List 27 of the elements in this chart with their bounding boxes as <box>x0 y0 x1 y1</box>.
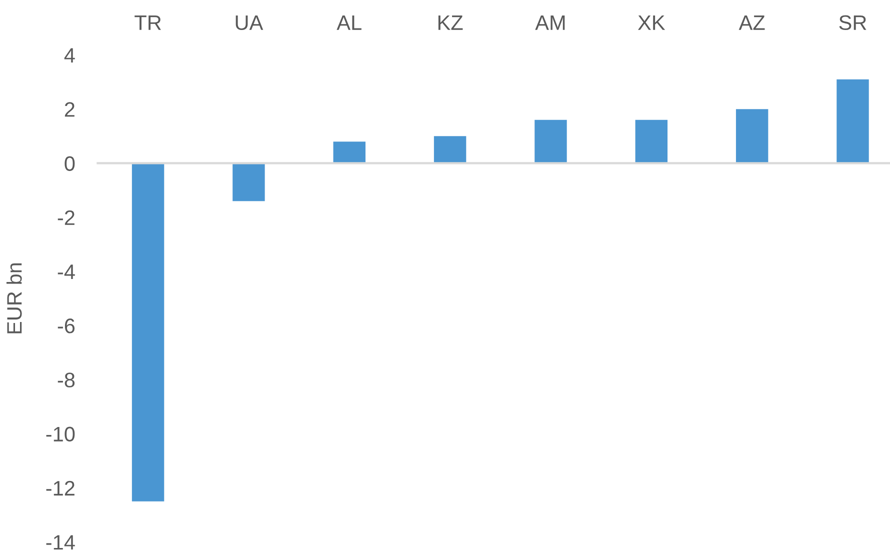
bar <box>333 142 366 164</box>
y-tick-label: -4 <box>58 264 75 279</box>
y-tick-label: -2 <box>58 210 74 225</box>
y-axis-title: EUR bn <box>6 263 22 334</box>
y-tick-label: 0 <box>64 156 75 171</box>
bar <box>736 109 768 164</box>
y-tick-label: -12 <box>46 480 74 496</box>
bar <box>132 163 164 502</box>
bar <box>232 163 265 202</box>
x-tick-label: UA <box>236 16 264 30</box>
y-tick-label: 2 <box>64 102 74 117</box>
y-tick-label: -10 <box>46 426 75 442</box>
x-tick-label: AZ <box>738 16 765 30</box>
y-tick-label: -8 <box>58 372 75 388</box>
x-tick-label: KZ <box>438 16 463 30</box>
y-tick-label: -6 <box>58 318 75 334</box>
x-tick-label: AM <box>535 16 565 30</box>
x-tick-label: XK <box>638 16 666 30</box>
y-tick-label: -14 <box>46 535 75 550</box>
bar <box>534 120 567 164</box>
y-tick-label: 4 <box>64 48 75 63</box>
x-tick-label: AL <box>336 16 362 30</box>
x-tick-label: SR <box>839 15 866 30</box>
bar <box>434 136 466 164</box>
bar <box>635 120 668 164</box>
x-tick-label: TR <box>134 16 161 30</box>
bar <box>836 79 869 164</box>
